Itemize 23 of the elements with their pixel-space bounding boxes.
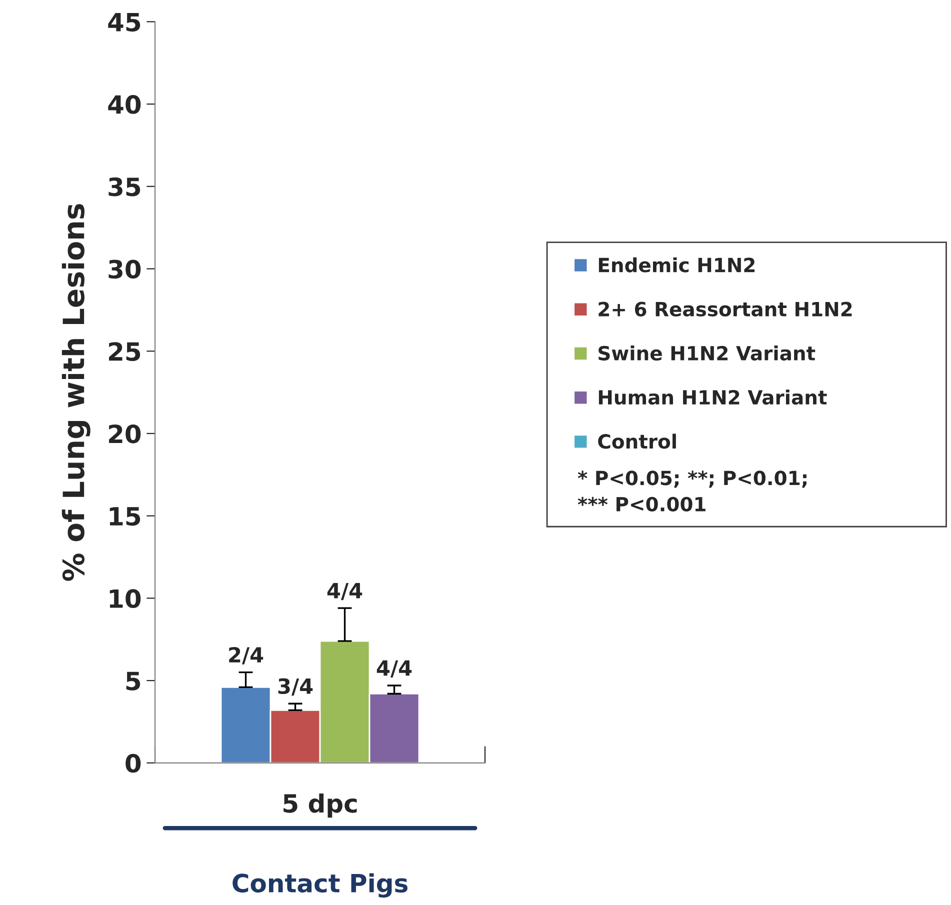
x-tick-label: 5 dpc (284, 793, 357, 818)
x-axis-title: Contact Pigs (232, 873, 408, 898)
annotation: 4/4 (327, 583, 362, 600)
y-tick-label: 0 (126, 754, 141, 773)
annotation: 4/4 (376, 660, 412, 678)
legend-label: Swine H1N2 Variant (598, 346, 816, 361)
legend-label: Endemic H1N2 (598, 257, 755, 272)
legend-label: 2+ 6 Reassortant H1N2 (598, 302, 852, 316)
y-axis-title: % of Lung with Lesions (62, 204, 90, 581)
y-tick-label: 35 (108, 177, 140, 196)
legend-label: Human H1N2 Variant (598, 390, 827, 405)
annotation: 3/4 (278, 678, 313, 696)
legend-label: Control (598, 434, 676, 449)
y-tick-label: 20 (109, 424, 141, 444)
y-tick-label: 5 (126, 672, 140, 690)
text: * P<0.05; **; P<0.01; *** P<0.001 (578, 470, 806, 512)
annotation: 2/4 (229, 646, 264, 664)
y-tick-label: 15 (110, 507, 140, 526)
y-tick-label: 30 (108, 260, 141, 279)
y-tick-label: 45 (108, 12, 140, 32)
y-tick-label: 25 (109, 342, 140, 361)
y-tick-label: 10 (110, 589, 141, 608)
y-tick-label: 40 (108, 95, 141, 114)
